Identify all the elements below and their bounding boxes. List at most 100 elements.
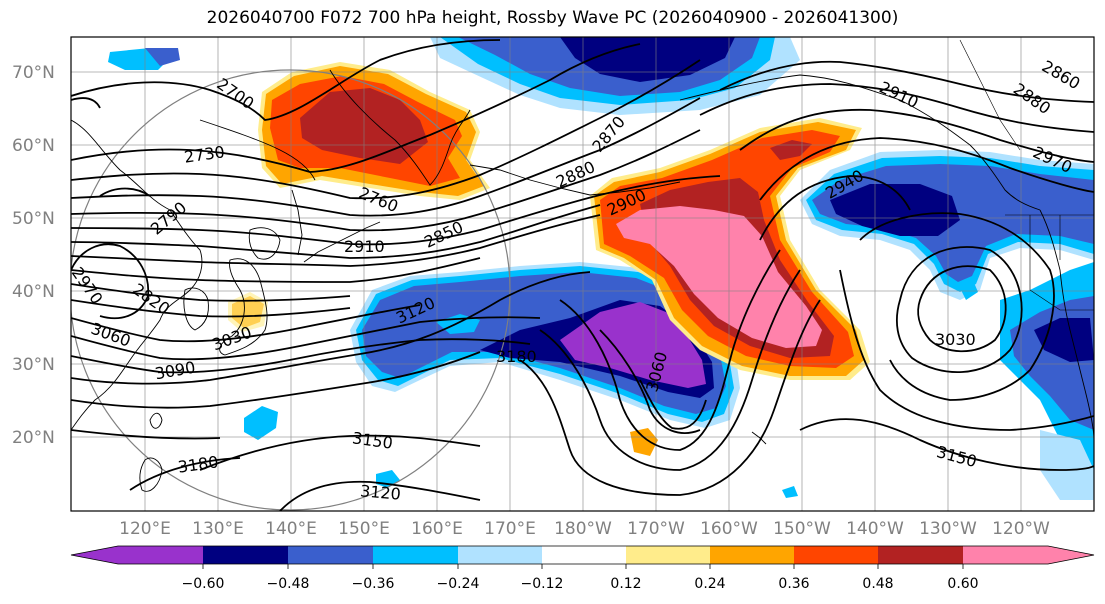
lon-label-170w: 170°W bbox=[627, 519, 685, 539]
colorbar-segment bbox=[710, 546, 794, 564]
contour-3150-east bbox=[799, 418, 1094, 471]
colorbar-tick-marks bbox=[202, 564, 964, 569]
clabel-3180-mid: 3180 bbox=[496, 347, 537, 366]
contour-far-left bbox=[71, 97, 101, 109]
contour-2910 bbox=[71, 214, 601, 267]
contour-2790 bbox=[71, 97, 701, 217]
colorbar: −0.60 −0.48 −0.36 −0.24 −0.12 0.12 0.24 … bbox=[70, 545, 1095, 592]
contour-2940 bbox=[71, 257, 481, 283]
contour-3030 bbox=[71, 304, 421, 343]
contour-3180-west bbox=[71, 429, 221, 440]
anomaly-cpac-purple bbox=[560, 302, 706, 388]
contour-trough-1 bbox=[559, 249, 781, 451]
contour-3120-south bbox=[279, 480, 481, 511]
contour-2700 bbox=[71, 39, 501, 121]
lon-label-120w: 120°W bbox=[992, 519, 1050, 539]
reference-circle bbox=[71, 69, 511, 511]
contour-3150-mid bbox=[199, 434, 481, 471]
colorbar-outline bbox=[70, 545, 1095, 565]
contour-2820 bbox=[71, 129, 701, 232]
contour-3120 bbox=[71, 271, 591, 385]
contour-3180-south bbox=[129, 457, 241, 491]
colorbar-tick-label: 0.60 bbox=[947, 576, 978, 592]
clabel-3030: 3030 bbox=[935, 330, 976, 349]
political-boundaries bbox=[959, 39, 1094, 311]
height-contours bbox=[71, 39, 1094, 511]
anomaly-shading bbox=[108, 37, 1094, 500]
anomaly-spot-cyan-2 bbox=[958, 278, 978, 300]
contour-ne-4 bbox=[759, 137, 1094, 201]
contour-3090 bbox=[71, 338, 531, 374]
colorbar-segment bbox=[794, 546, 878, 564]
contour-ne-3 bbox=[739, 108, 1094, 163]
contour-3000 bbox=[71, 299, 351, 318]
colorbar-tick-label: 0.24 bbox=[694, 576, 725, 592]
contour-trough-3 bbox=[519, 299, 821, 496]
anomaly-top-navy bbox=[560, 37, 735, 82]
anomaly-spot-orange bbox=[630, 428, 658, 456]
contour-ne-2940 bbox=[759, 175, 911, 241]
anomaly-gulf-navy bbox=[830, 184, 960, 236]
contour-3030-east bbox=[917, 265, 1007, 353]
colorbar-tick-label: 0.12 bbox=[610, 576, 641, 592]
lon-label-120e: 120°E bbox=[119, 519, 171, 539]
contour-2730 bbox=[71, 43, 641, 173]
contour-3150-west bbox=[71, 351, 481, 409]
lon-label-130e: 130°E bbox=[192, 519, 244, 539]
colorbar-right-extension bbox=[963, 546, 1094, 564]
contour-left-loop bbox=[71, 243, 150, 320]
lat-label-60n: 60°N bbox=[12, 136, 55, 156]
contour-left-loop-2 bbox=[99, 187, 151, 197]
longitude-labels: 120°E 130°E 140°E 150°E 160°E 170°E 180°… bbox=[119, 519, 1050, 539]
colorbar-tick-label: −0.12 bbox=[521, 576, 564, 592]
contour-ne-1 bbox=[719, 60, 1094, 103]
contour-trough-2 bbox=[539, 269, 801, 471]
colorbar-tick-label: −0.60 bbox=[182, 576, 225, 592]
lon-label-160w: 160°W bbox=[700, 519, 758, 539]
contour-ne-2 bbox=[699, 83, 1094, 133]
colorbar-segment bbox=[626, 546, 710, 564]
lon-label-170e: 170°E bbox=[484, 519, 536, 539]
contour-2970 bbox=[71, 283, 351, 302]
colorbar-tick-labels: −0.60 −0.48 −0.36 −0.24 −0.12 0.12 0.24 … bbox=[182, 576, 979, 592]
colorbar-tick-label: 0.48 bbox=[862, 576, 893, 592]
contour-2850 bbox=[71, 175, 721, 246]
anomaly-topleft-royal bbox=[145, 48, 180, 66]
colorbar-segment bbox=[118, 546, 203, 564]
colorbar-segment bbox=[288, 546, 373, 564]
colorbar-segment bbox=[458, 546, 542, 564]
coastlines bbox=[71, 69, 1094, 492]
colorbar-segment bbox=[203, 546, 288, 564]
contour-east-3 bbox=[859, 212, 1055, 401]
lat-label-50n: 50°N bbox=[12, 209, 55, 229]
colorbar-segment bbox=[878, 546, 963, 564]
anomaly-cyan-blob-2 bbox=[244, 406, 278, 440]
contour-trough-3060 bbox=[599, 329, 701, 434]
anomaly-japan-yellow bbox=[228, 292, 268, 332]
lat-label-70n: 70°N bbox=[12, 63, 55, 83]
colorbar-left-extension bbox=[71, 546, 118, 564]
anomaly-se-lightblue bbox=[1040, 430, 1094, 500]
colorbar-segment bbox=[542, 546, 626, 564]
lon-label-180w: 180°W bbox=[554, 519, 612, 539]
lat-label-20n: 20°N bbox=[12, 428, 55, 448]
map-frame bbox=[70, 36, 1095, 512]
clabel-3120-south: 3120 bbox=[359, 481, 401, 503]
lat-label-40n: 40°N bbox=[12, 282, 55, 302]
lon-label-140e: 140°E bbox=[265, 519, 317, 539]
map-title: 2026040700 F072 700 hPa height, Rossby W… bbox=[206, 8, 899, 28]
contour-2880 bbox=[71, 204, 601, 259]
lon-label-150w: 150°W bbox=[773, 519, 831, 539]
lon-label-160e: 160°E bbox=[411, 519, 463, 539]
colorbar-tick-label: −0.24 bbox=[437, 576, 480, 592]
contour-3060 bbox=[71, 316, 541, 361]
lon-label-140w: 140°W bbox=[846, 519, 904, 539]
colorbar-segment bbox=[373, 546, 458, 564]
anomaly-spot-cyan bbox=[782, 486, 798, 498]
lon-label-130w: 130°W bbox=[919, 519, 977, 539]
contour-2760 bbox=[71, 59, 701, 200]
contour-trough-inner bbox=[639, 379, 707, 430]
latitude-labels: 70°N 60°N 50°N 40°N 30°N 20°N bbox=[12, 63, 55, 448]
lon-label-150e: 150°E bbox=[338, 519, 390, 539]
